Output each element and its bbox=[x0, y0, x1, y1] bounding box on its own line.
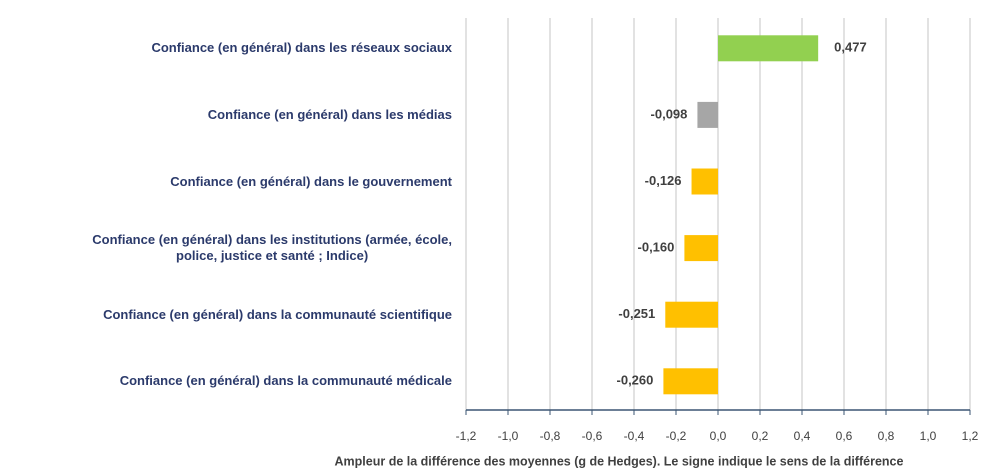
x-tick-label: 0,0 bbox=[710, 429, 727, 443]
category-label: Confiance (en général) dans le gouvernem… bbox=[170, 173, 452, 189]
bar bbox=[665, 301, 718, 328]
x-tick-label: 1,2 bbox=[962, 429, 979, 443]
value-label: 0,477 bbox=[834, 40, 867, 55]
x-tick-label: -0,6 bbox=[582, 429, 603, 443]
value-label: -0,126 bbox=[645, 173, 682, 188]
category-label: Confiance (en général) dans les institut… bbox=[92, 232, 452, 264]
category-label: Confiance (en général) dans les réseaux … bbox=[151, 40, 452, 56]
x-tick-label: 0,2 bbox=[752, 429, 769, 443]
x-tick-label: 1,0 bbox=[920, 429, 937, 443]
bar bbox=[691, 168, 718, 195]
category-label: Confiance (en général) dans les médias bbox=[207, 106, 452, 122]
bar bbox=[697, 101, 718, 128]
value-label: -0,098 bbox=[651, 106, 688, 121]
category-label: Confiance (en général) dans la communaut… bbox=[103, 306, 452, 322]
x-tick-label: 0,6 bbox=[836, 429, 853, 443]
bar bbox=[684, 235, 718, 262]
x-tick-label: 0,4 bbox=[794, 429, 811, 443]
x-tick-label: 0,8 bbox=[878, 429, 895, 443]
x-tick-label: -1,2 bbox=[456, 429, 477, 443]
x-axis-title: Ampleur de la différence des moyennes (g… bbox=[335, 454, 904, 468]
bar bbox=[663, 368, 718, 395]
x-tick-label: -0,8 bbox=[540, 429, 561, 443]
value-label: -0,160 bbox=[638, 240, 675, 255]
bar bbox=[718, 35, 819, 62]
value-label: -0,260 bbox=[617, 373, 654, 388]
category-label: Confiance (en général) dans la communaut… bbox=[119, 373, 452, 389]
x-tick-label: -0,4 bbox=[624, 429, 645, 443]
x-tick-label: -1,0 bbox=[498, 429, 519, 443]
x-tick-label: -0,2 bbox=[666, 429, 687, 443]
value-label: -0,251 bbox=[618, 306, 655, 321]
